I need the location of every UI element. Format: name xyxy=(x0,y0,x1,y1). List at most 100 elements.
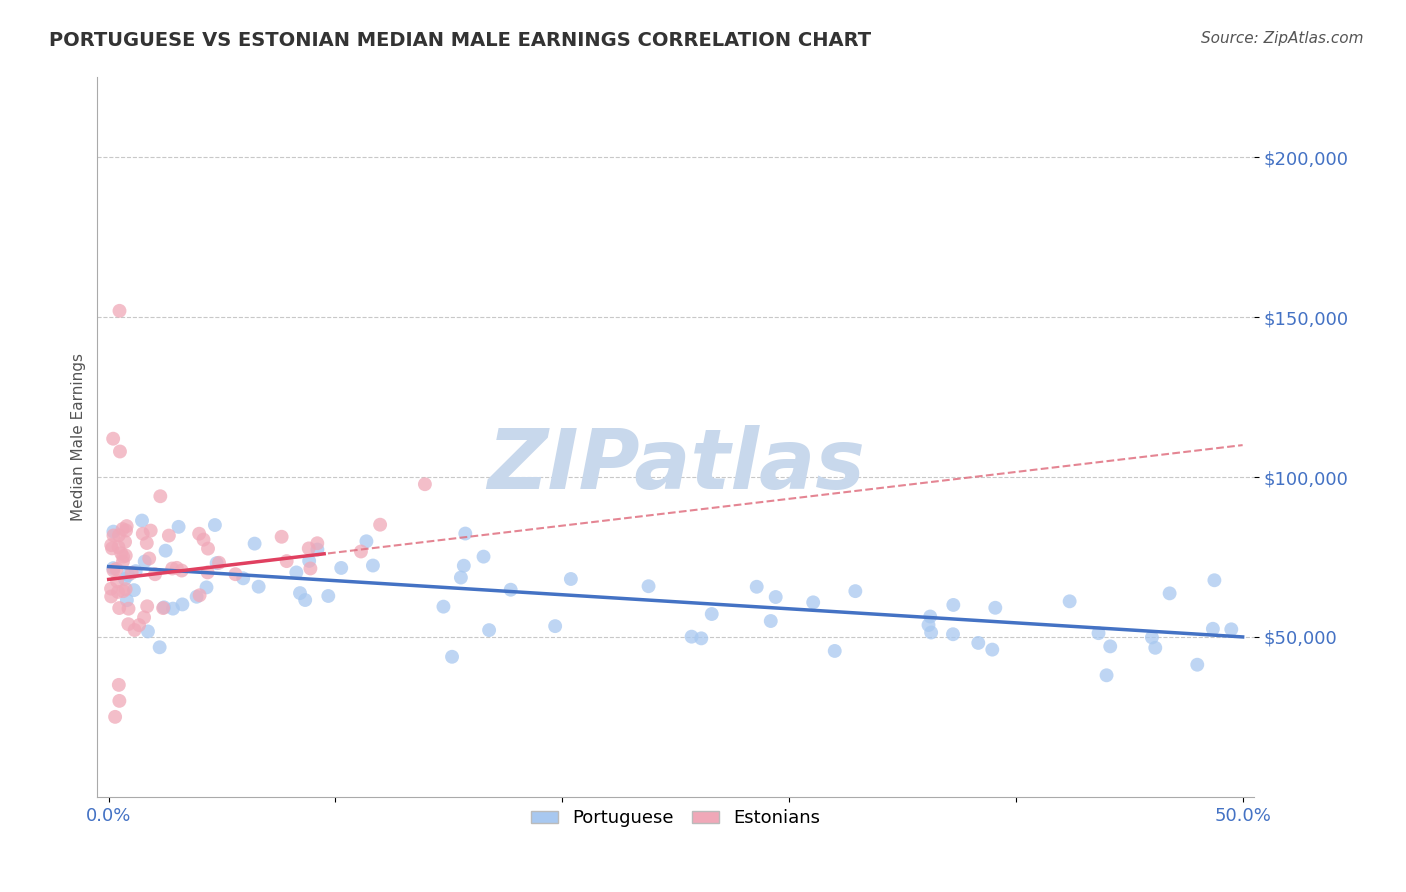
Point xyxy=(441,649,464,664)
Point xyxy=(132,610,155,624)
Point xyxy=(801,595,824,609)
Point xyxy=(478,623,501,637)
Point xyxy=(114,582,136,596)
Point xyxy=(544,619,567,633)
Point xyxy=(162,601,184,615)
Point xyxy=(1095,668,1118,682)
Point xyxy=(844,584,866,599)
Point xyxy=(108,528,131,542)
Point xyxy=(111,522,134,536)
Point xyxy=(193,533,215,547)
Point xyxy=(155,543,177,558)
Point xyxy=(108,601,131,615)
Point xyxy=(197,541,219,556)
Point xyxy=(243,536,266,550)
Point xyxy=(132,526,155,541)
Point xyxy=(186,590,208,604)
Point xyxy=(115,519,138,533)
Point xyxy=(107,540,129,554)
Point xyxy=(350,544,373,558)
Point xyxy=(824,644,846,658)
Point xyxy=(188,588,211,602)
Point xyxy=(307,536,329,550)
Point xyxy=(499,582,522,597)
Point xyxy=(149,640,172,655)
Point xyxy=(1204,574,1226,588)
Point xyxy=(122,583,145,598)
Point xyxy=(108,678,131,692)
Point xyxy=(111,555,134,569)
Point xyxy=(1059,594,1081,608)
Point xyxy=(135,536,157,550)
Point xyxy=(204,518,226,533)
Point xyxy=(103,524,125,539)
Text: ZIPatlas: ZIPatlas xyxy=(486,425,865,507)
Point xyxy=(285,566,308,580)
Point xyxy=(920,609,942,624)
Point xyxy=(104,710,127,724)
Point xyxy=(560,572,582,586)
Point xyxy=(413,477,436,491)
Point xyxy=(117,601,139,615)
Point xyxy=(981,642,1004,657)
Point xyxy=(125,564,148,578)
Point xyxy=(299,561,322,575)
Point xyxy=(361,558,384,573)
Point xyxy=(432,599,454,614)
Point xyxy=(984,600,1007,615)
Point xyxy=(103,528,125,542)
Point xyxy=(450,570,472,584)
Point xyxy=(134,555,156,569)
Point xyxy=(110,546,132,560)
Point xyxy=(276,554,298,568)
Point xyxy=(920,625,942,640)
Point xyxy=(205,556,228,570)
Point xyxy=(100,582,122,596)
Point xyxy=(765,590,787,604)
Point xyxy=(1220,623,1243,637)
Point xyxy=(453,558,475,573)
Point xyxy=(136,624,159,639)
Point xyxy=(1087,626,1109,640)
Point xyxy=(188,526,211,541)
Point xyxy=(942,598,965,612)
Point xyxy=(700,607,723,621)
Point xyxy=(108,303,131,318)
Point xyxy=(112,549,135,564)
Point xyxy=(208,556,231,570)
Point xyxy=(917,618,939,632)
Point xyxy=(115,593,138,607)
Point xyxy=(112,584,135,599)
Point xyxy=(103,561,125,575)
Y-axis label: Median Male Earnings: Median Male Earnings xyxy=(72,353,86,521)
Point xyxy=(100,538,122,552)
Point xyxy=(157,528,180,542)
Point xyxy=(307,542,329,557)
Point xyxy=(108,444,131,458)
Point xyxy=(356,534,378,549)
Point xyxy=(1144,640,1167,655)
Point xyxy=(170,564,193,578)
Point xyxy=(298,554,321,568)
Point xyxy=(232,571,254,585)
Point xyxy=(160,561,183,575)
Point xyxy=(690,632,713,646)
Point xyxy=(117,617,139,632)
Point xyxy=(330,561,353,575)
Point xyxy=(294,593,316,607)
Point xyxy=(153,600,176,615)
Point xyxy=(108,694,131,708)
Point xyxy=(454,526,477,541)
Point xyxy=(167,520,190,534)
Point xyxy=(224,567,246,582)
Point xyxy=(1099,640,1122,654)
Point xyxy=(149,489,172,503)
Point xyxy=(114,549,136,563)
Text: Source: ZipAtlas.com: Source: ZipAtlas.com xyxy=(1201,31,1364,46)
Point xyxy=(759,614,782,628)
Point xyxy=(128,618,150,632)
Point xyxy=(117,568,139,582)
Point xyxy=(172,598,194,612)
Point xyxy=(105,574,128,589)
Point xyxy=(100,590,122,604)
